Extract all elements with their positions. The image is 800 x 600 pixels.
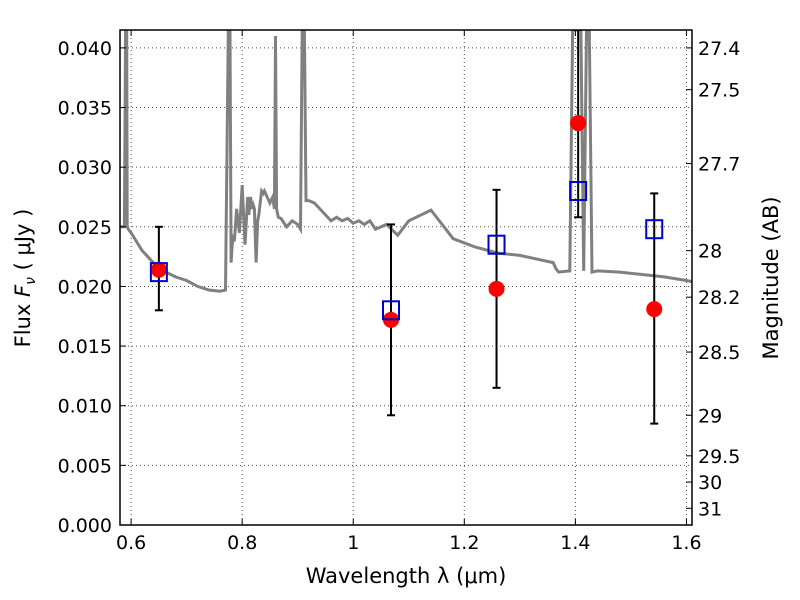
x-tick-label: 1.6 (671, 532, 701, 554)
x-tick-label: 1.4 (560, 532, 590, 554)
y2-tick-label: 28.2 (698, 287, 740, 309)
red-circle-point (150, 261, 167, 278)
y2-axis-title: Magnitude (AB) (759, 196, 783, 359)
blue-square-point (149, 262, 168, 283)
data-points (149, 115, 664, 328)
y2-tick-label: 28.5 (698, 342, 740, 364)
y-tick-label: 0.000 (58, 515, 112, 537)
red-circle-point (570, 115, 587, 132)
blue-square-point (569, 181, 588, 202)
x-tick-label: 1 (347, 532, 359, 554)
y-tick-label: 0.035 (58, 98, 112, 120)
red-circle-point (646, 301, 663, 318)
grid-lines (120, 30, 692, 525)
x-tick-label: 1.2 (449, 532, 479, 554)
y-axis-ticks: 0.000 0.005 0.010 0.015 0.020 0.025 0.030 0.035… (58, 38, 126, 537)
y-tick-label: 0.025 (58, 217, 112, 239)
x-tick-label: 0.6 (116, 532, 146, 554)
y2-tick-label: 29.5 (698, 446, 740, 468)
y-tick-label: 0.010 (58, 396, 112, 418)
blue-square-point (645, 219, 664, 240)
x-axis-ticks: 0.6 0.8 1 1.2 1.4 1.6 (116, 30, 702, 554)
y2-tick-label: 29 (698, 405, 722, 427)
x-axis-title: Wavelength λ (μm) (306, 564, 507, 588)
y2-tick-label: 27.4 (698, 38, 740, 60)
y2-tick-label: 27.7 (698, 154, 740, 176)
red-circle-point (488, 280, 505, 297)
model-spectrum-line (120, 30, 692, 293)
blue-square-point (487, 234, 506, 255)
plot-area (120, 30, 692, 425)
y-tick-label: 0.040 (58, 38, 112, 60)
y-tick-label: 0.020 (58, 276, 112, 298)
y-tick-label: 0.015 (58, 336, 112, 358)
x-tick-label: 0.8 (227, 532, 257, 554)
y2-tick-label: 27.5 (698, 80, 740, 102)
y-axis-title: Flux Fν ( μJy ) (11, 209, 39, 348)
blue-square-point (382, 300, 401, 321)
y-tick-label: 0.005 (58, 455, 112, 477)
y2-tick-label: 28 (698, 241, 722, 263)
y2-tick-label: 31 (698, 498, 722, 520)
y2-axis-ticks: 27.4 27.5 27.7 28 28.2 28.5 29 29.5 30 31 (686, 38, 740, 520)
y-tick-label: 0.030 (58, 157, 112, 179)
y2-tick-label: 30 (698, 472, 722, 494)
plot-frame (119, 29, 693, 526)
